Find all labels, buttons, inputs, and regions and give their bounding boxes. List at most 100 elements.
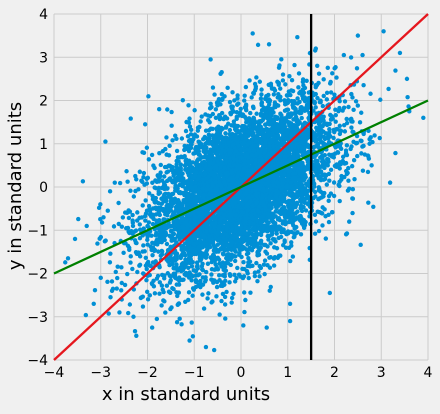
scatter-point bbox=[371, 205, 375, 209]
scatter-point bbox=[277, 63, 281, 67]
scatter-point bbox=[200, 114, 204, 118]
scatter-point bbox=[248, 290, 252, 294]
scatter-point bbox=[108, 251, 112, 255]
scatter-point bbox=[265, 251, 269, 255]
scatter-point bbox=[139, 179, 143, 183]
scatter-point bbox=[230, 90, 234, 94]
scatter-point bbox=[186, 103, 190, 107]
scatter-point bbox=[220, 144, 224, 148]
scatter-point bbox=[190, 320, 194, 324]
scatter-point bbox=[290, 78, 294, 82]
scatter-point bbox=[164, 135, 168, 139]
scatter-point bbox=[242, 98, 246, 102]
scatter-point bbox=[147, 157, 151, 161]
scatter-point bbox=[324, 131, 328, 135]
scatter-point bbox=[251, 127, 255, 131]
scatter-point bbox=[214, 126, 218, 130]
scatter-point bbox=[263, 258, 267, 262]
scatter-point bbox=[207, 120, 211, 124]
scatter-point bbox=[313, 190, 317, 194]
scatter-point bbox=[346, 188, 350, 192]
scatter-point bbox=[223, 274, 227, 278]
scatter-point bbox=[318, 99, 322, 103]
scatter-point bbox=[167, 153, 171, 157]
scatter-point bbox=[162, 299, 166, 303]
scatter-point bbox=[206, 262, 210, 266]
scatter-point bbox=[300, 116, 304, 120]
scatter-point bbox=[175, 294, 179, 298]
scatter-point bbox=[290, 221, 294, 225]
scatter-point bbox=[273, 88, 277, 92]
scatter-point bbox=[169, 110, 173, 114]
scatter-point bbox=[287, 89, 291, 93]
scatter-point bbox=[272, 256, 276, 260]
scatter-point bbox=[352, 158, 356, 162]
scatter-point bbox=[192, 237, 196, 241]
scatter-point bbox=[332, 66, 336, 70]
scatter-point bbox=[256, 43, 260, 47]
scatter-point bbox=[134, 177, 138, 181]
scatter-point bbox=[246, 260, 250, 264]
scatter-point bbox=[133, 329, 137, 333]
scatter-point bbox=[128, 302, 132, 306]
scatter-point bbox=[229, 300, 233, 304]
scatter-point bbox=[169, 305, 173, 309]
scatter-point bbox=[205, 296, 209, 300]
scatter-point bbox=[233, 259, 237, 263]
scatter-point bbox=[138, 222, 142, 226]
scatter-point bbox=[180, 136, 184, 140]
scatter-point bbox=[317, 185, 321, 189]
scatter-point bbox=[276, 95, 280, 99]
scatter-point bbox=[197, 140, 201, 144]
scatter-point bbox=[254, 261, 258, 265]
scatter-point bbox=[326, 66, 330, 70]
scatter-point bbox=[218, 117, 222, 121]
scatter-point bbox=[173, 209, 177, 213]
scatter-point bbox=[289, 243, 293, 247]
scatter-point bbox=[314, 219, 318, 223]
scatter-point bbox=[175, 251, 179, 255]
scatter-point bbox=[153, 196, 157, 200]
scatter-point bbox=[317, 210, 321, 214]
scatter-point bbox=[361, 83, 365, 87]
scatter-point bbox=[259, 101, 263, 105]
scatter-point bbox=[327, 140, 331, 144]
scatter-point bbox=[142, 171, 146, 175]
scatter-point bbox=[346, 178, 350, 182]
scatter-point bbox=[361, 169, 365, 173]
scatter-point bbox=[141, 304, 145, 308]
scatter-point bbox=[282, 172, 286, 176]
scatter-point bbox=[286, 98, 290, 102]
scatter-point bbox=[63, 260, 67, 264]
scatter-point bbox=[125, 272, 129, 276]
scatter-point bbox=[321, 177, 325, 181]
scatter-point bbox=[253, 270, 257, 274]
scatter-point bbox=[138, 263, 142, 267]
scatter-point bbox=[325, 91, 329, 95]
scatter-point bbox=[235, 115, 239, 119]
scatter-point bbox=[190, 294, 194, 298]
scatter-point bbox=[214, 107, 218, 111]
scatter-point bbox=[223, 131, 227, 135]
scatter-point bbox=[295, 35, 299, 39]
scatter-point bbox=[313, 232, 317, 236]
scatter-point bbox=[354, 99, 358, 103]
scatter-point bbox=[145, 146, 149, 150]
scatter-point bbox=[161, 290, 165, 294]
scatter-point bbox=[294, 225, 298, 229]
scatter-point bbox=[303, 86, 307, 90]
scatter-point bbox=[121, 251, 125, 255]
scatter-point bbox=[130, 218, 134, 222]
scatter-point bbox=[243, 298, 247, 302]
scatter-point bbox=[162, 276, 166, 280]
scatter-point bbox=[277, 236, 281, 240]
scatter-point bbox=[244, 108, 248, 112]
scatter-point bbox=[178, 254, 182, 258]
scatter-point bbox=[146, 176, 150, 180]
scatter-point bbox=[334, 75, 338, 79]
scatter-point bbox=[230, 296, 234, 300]
scatter-point bbox=[295, 101, 299, 105]
scatter-point bbox=[350, 164, 354, 168]
scatter-point bbox=[317, 72, 321, 76]
